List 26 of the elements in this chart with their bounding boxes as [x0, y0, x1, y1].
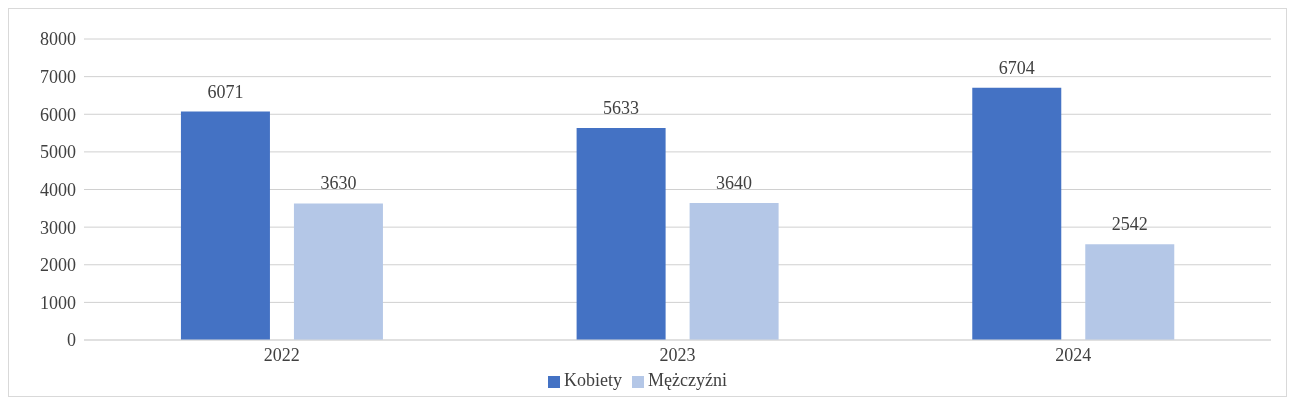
y-tick-label: 1000	[40, 292, 76, 313]
bar	[689, 203, 779, 340]
data-label: 2542	[1111, 214, 1148, 235]
y-tick-label: 5000	[40, 142, 76, 163]
y-tick-label: 4000	[40, 179, 76, 200]
x-tick-label: 2022	[263, 344, 300, 365]
data-label: 3640	[716, 173, 753, 194]
x-tick-label: 2023	[659, 344, 696, 365]
y-tick-label: 8000	[40, 29, 76, 50]
x-tick-label: 2024	[1055, 344, 1092, 365]
bar	[293, 203, 383, 340]
bar	[180, 111, 270, 340]
y-tick-label: 0	[67, 330, 76, 351]
y-tick-label: 2000	[40, 255, 76, 276]
y-tick-label: 7000	[40, 67, 76, 88]
y-tick-label: 6000	[40, 104, 76, 125]
data-label: 3630	[320, 173, 357, 194]
data-label: 5633	[603, 98, 640, 119]
bar	[972, 87, 1062, 340]
data-label: 6071	[207, 81, 244, 102]
bar	[576, 128, 666, 340]
bar	[1085, 244, 1175, 340]
y-tick-label: 3000	[40, 217, 76, 238]
legend-label: Mężczyźni	[648, 370, 727, 390]
legend-label: Kobiety	[564, 370, 623, 390]
data-label: 6704	[998, 57, 1035, 78]
